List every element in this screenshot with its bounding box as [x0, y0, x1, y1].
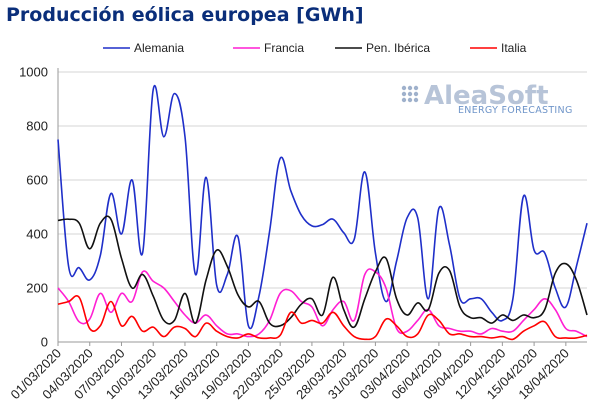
logo-dot-5 [413, 91, 419, 97]
logo-dot-3 [401, 91, 407, 97]
logo-dot-0 [401, 85, 407, 91]
y-tick-label-200: 200 [26, 281, 48, 296]
series-line-alemania [57, 85, 588, 330]
x-axis-ticks: 01/03/202004/03/202007/03/202010/03/2020… [7, 342, 572, 402]
legend-label-italia: Italia [501, 41, 527, 55]
y-axis-ticks: 0 200 400 600 800 1000 [19, 65, 48, 350]
series-line-francia [57, 268, 588, 338]
aleasoft-logo-icon [401, 85, 419, 103]
legend-label-pen-ib-rica: Pen. Ibérica [366, 41, 430, 55]
gridlines [58, 71, 587, 289]
y-tick-label-400: 400 [26, 227, 48, 242]
series-line-pen-ib-rica [57, 215, 588, 329]
y-tick-label-800: 800 [26, 119, 48, 134]
logo-dot-8 [413, 97, 419, 103]
legend-label-francia: Francia [264, 41, 304, 55]
y-tick-label-0: 0 [41, 335, 48, 350]
logo-dot-4 [407, 91, 413, 97]
logo-dot-6 [401, 97, 407, 103]
series-line-italia [57, 295, 588, 341]
aleasoft-watermark: AleaSoft ENERGY FORECASTING [401, 81, 573, 116]
logo-dot-1 [407, 85, 413, 91]
chart-title: Producción eólica europea [GWh] [6, 4, 364, 26]
legend-label-alemania: Alemania [134, 41, 184, 55]
axes [57, 68, 587, 343]
logo-dot-2 [413, 85, 419, 91]
legend: Alemania Francia Pen. Ibérica Italia [103, 41, 527, 55]
y-tick-label-1000: 1000 [19, 65, 48, 80]
logo-dot-7 [407, 97, 413, 103]
watermark-tagline: ENERGY FORECASTING [458, 105, 573, 116]
y-tick-label-600: 600 [26, 173, 48, 188]
series-lines [57, 85, 588, 341]
watermark-brand: AleaSoft [424, 81, 549, 111]
